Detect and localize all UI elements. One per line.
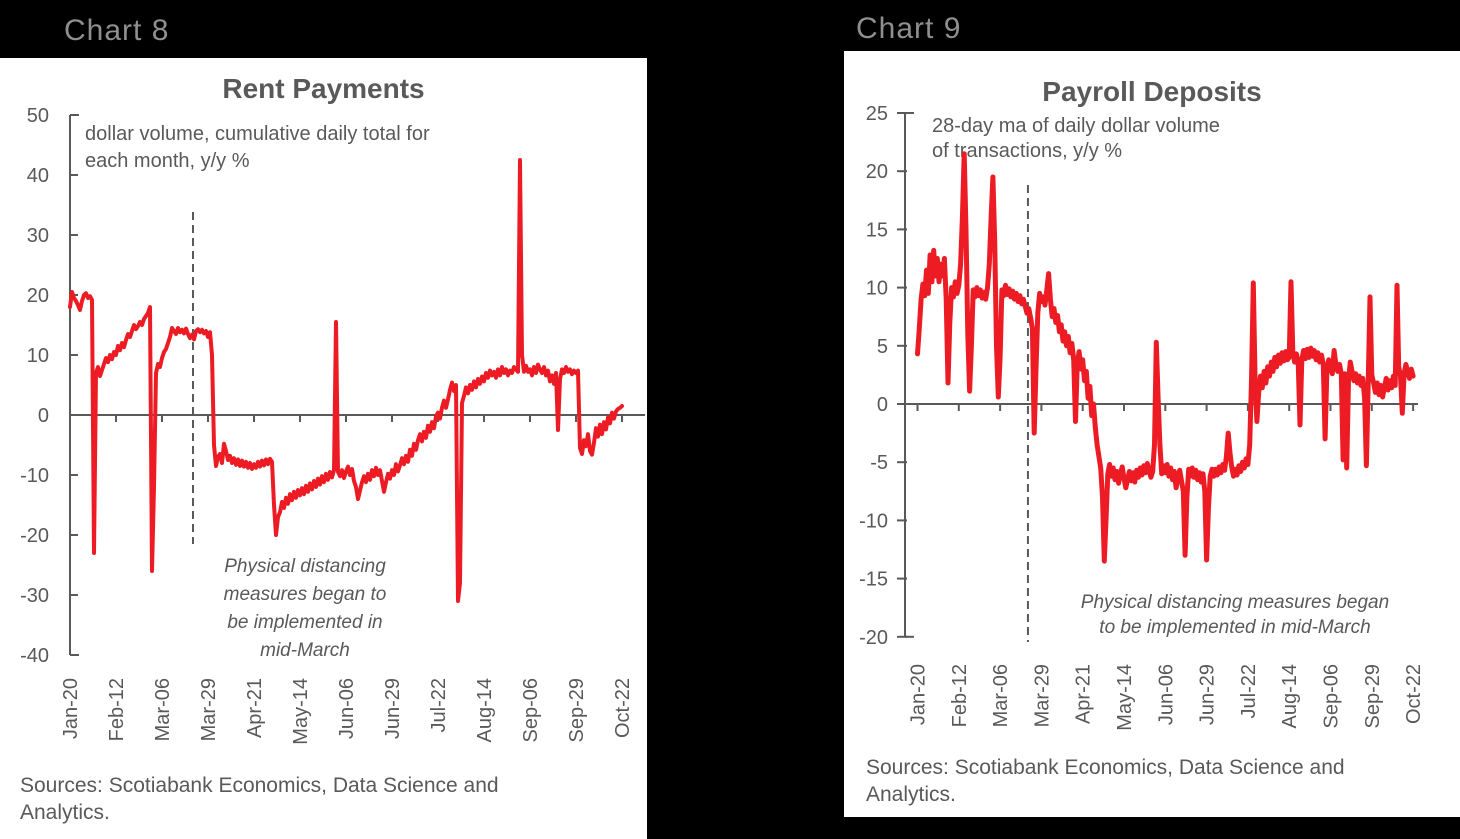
text-line: Sources: Scotiabank Economics, Data Scie… — [866, 756, 1345, 779]
x-tick-label: Jun-29 — [382, 678, 404, 739]
y-tick-label: 0 — [877, 394, 888, 416]
x-tick-label: Jul-22 — [1238, 664, 1260, 718]
text-line: Analytics. — [20, 801, 110, 824]
chart9-plot-area: 25 20 15 10 5 0 -5 -10 -15 -20 Jan-20 Feb-12 Mar-06 M… — [844, 51, 1460, 817]
y-tick-label: -20 — [859, 627, 888, 649]
y-tick-label: 20 — [866, 161, 888, 183]
text-line: 28-day ma of daily dollar volume — [932, 115, 1220, 137]
y-tick-label: 20 — [27, 285, 49, 307]
x-tick-label: Mar-29 — [1031, 664, 1053, 727]
y-tick-label: -10 — [859, 510, 888, 532]
x-tick-label: Jan-20 — [908, 664, 930, 725]
x-tick-label: May-14 — [1114, 664, 1136, 731]
rent-payments-line — [68, 158, 624, 603]
y-tick-label: -30 — [20, 585, 49, 607]
text-line: measures began to — [223, 584, 387, 605]
x-tick-label: Sep-06 — [1321, 664, 1343, 729]
chart9-title: Payroll Deposits — [1042, 76, 1262, 107]
payroll-chart-svg: 25 20 15 10 5 0 -5 -10 -15 -20 Jan-20 Feb-12 Mar-06 M… — [859, 103, 1425, 731]
x-tick-label: Oct-22 — [612, 678, 634, 738]
y-tick-label: 30 — [27, 225, 49, 247]
x-tick-label: Aug-14 — [1279, 664, 1301, 729]
x-tick-label: Sep-29 — [566, 678, 588, 743]
x-tick-label: Feb-12 — [106, 678, 128, 741]
x-tick-label: Jun-06 — [1155, 664, 1177, 725]
y-tick-label: 50 — [27, 105, 49, 127]
x-tick-label: Aug-14 — [474, 678, 496, 743]
chart8-annotation: Physical distancing measures began to be i… — [190, 553, 420, 665]
chart8-title: Rent Payments — [222, 73, 425, 104]
y-tick-label: -10 — [20, 465, 49, 487]
payroll-deposits-panel: Payroll Deposits 28-day ma of daily doll… — [844, 51, 1460, 817]
x-tick-label: Sep-06 — [520, 678, 542, 743]
x-tick-label: May-14 — [290, 678, 312, 745]
chart8-sources: Sources: Scotiabank Economics, Data Scie… — [20, 772, 600, 826]
x-tick-label: Jun-29 — [1197, 664, 1219, 725]
rent-chart-svg: 50 40 30 20 10 0 -10 -20 -30 -40 Jan-20 Feb-12 Mar-0… — [20, 105, 645, 745]
x-tick-label: Oct-22 — [1403, 664, 1425, 724]
chart9-annotation: Physical distancing measures began to be … — [1030, 590, 1440, 640]
x-tick-label: Jun-06 — [336, 678, 358, 739]
chart9-subtitle: 28-day ma of daily dollar volume of trans… — [932, 114, 1220, 164]
text-line: be implemented in — [227, 612, 383, 633]
text-line: to be implemented in mid-March — [1099, 617, 1371, 638]
y-tick-label: 40 — [27, 165, 49, 187]
text-line: Physical distancing — [224, 556, 386, 577]
y-tick-label: 0 — [38, 405, 49, 427]
y-tick-label: 10 — [866, 278, 888, 300]
text-line: dollar volume, cumulative daily total fo… — [85, 123, 430, 145]
text-line: Sources: Scotiabank Economics, Data Scie… — [20, 774, 499, 797]
text-line: mid-March — [260, 640, 350, 661]
text-line: of transactions, y/y % — [932, 140, 1123, 162]
chart8-plot-area: 50 40 30 20 10 0 -10 -20 -30 -40 Jan-20 Feb-12 Mar-0… — [0, 58, 647, 839]
chart9-sources: Sources: Scotiabank Economics, Data Scie… — [866, 754, 1426, 808]
y-tick-label: -40 — [20, 645, 49, 667]
text-line: Analytics. — [866, 783, 956, 806]
x-tick-label: Mar-06 — [990, 664, 1012, 727]
chart9-heading: Chart 9 — [856, 12, 962, 45]
y-tick-label: -20 — [20, 525, 49, 547]
text-line: each month, y/y % — [85, 150, 250, 172]
chart8-heading: Chart 8 — [64, 14, 170, 47]
x-tick-label: Apr-21 — [1073, 664, 1095, 724]
x-tick-label: Jan-20 — [60, 678, 82, 739]
y-tick-label: 5 — [877, 336, 888, 358]
y-tick-label: -15 — [859, 569, 888, 591]
y-tick-label: 15 — [866, 219, 888, 241]
y-tick-label: 25 — [866, 103, 888, 125]
chart8-subtitle: dollar volume, cumulative daily total fo… — [85, 121, 430, 175]
y-tick-label: -5 — [870, 452, 888, 474]
payroll-deposits-line — [915, 151, 1416, 564]
text-line: Physical distancing measures began — [1080, 592, 1390, 613]
x-tick-label: Feb-12 — [949, 664, 971, 727]
x-tick-label: Sep-29 — [1362, 664, 1384, 729]
rent-payments-panel: Rent Payments dollar volume, cumulative … — [0, 58, 647, 839]
y-tick-label: 10 — [27, 345, 49, 367]
x-tick-label: Apr-21 — [244, 678, 266, 738]
x-tick-label: Mar-29 — [198, 678, 220, 741]
x-tick-label: Mar-06 — [152, 678, 174, 741]
x-tick-label: Jul-22 — [428, 678, 450, 732]
